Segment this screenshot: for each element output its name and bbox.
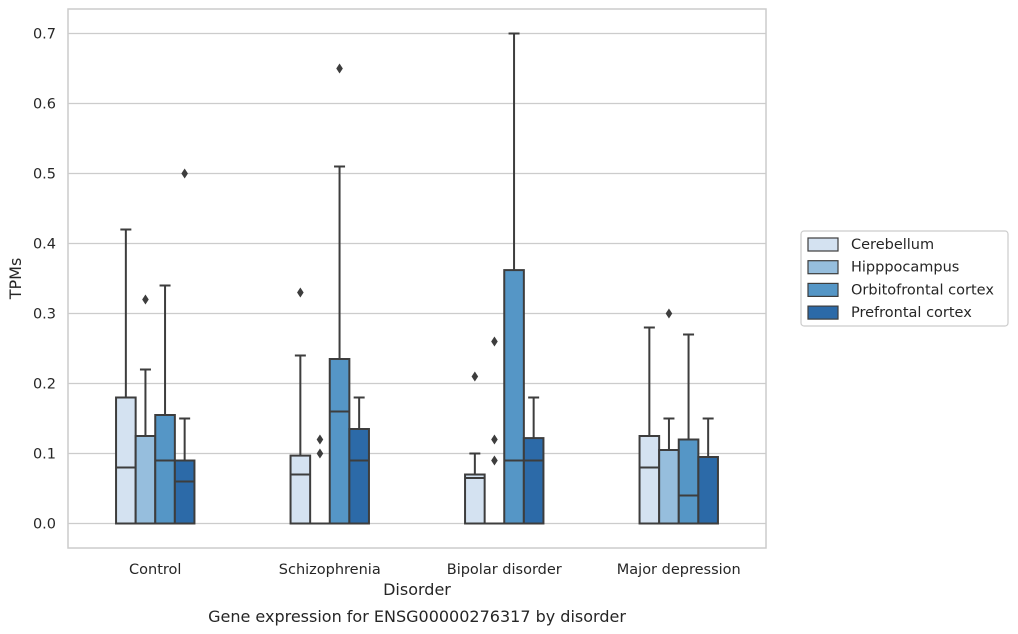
box-body [173,459,196,525]
chart-caption: Gene expression for ENSG00000276317 by d… [208,607,626,626]
y-axis-label: TPMs [6,258,25,301]
box-body [348,428,370,525]
box-body [289,454,312,525]
box-hipppocampus-bipolar-disorder [484,336,505,525]
y-tick-label: 0.0 [33,517,56,533]
outlier-point [316,448,324,459]
box-body [638,435,661,525]
legend-entry-label: Hipppocampus [851,260,959,276]
outlier-point [491,434,498,445]
legend-entry-label: Cerebellum [851,237,934,253]
box-orbitofrontal-cortex-control [154,284,176,525]
box-orbitofrontal-cortex-bipolar-disorder [503,32,525,525]
legend-swatch [807,282,839,297]
x-tick-label: Major depression [617,562,741,578]
y-tick-label: 0.2 [33,377,56,393]
box-cerebellum-control [115,228,137,525]
box-hipppocampus-schizophrenia [310,434,330,525]
box-prefrontal-cortex-bipolar-disorder [522,396,545,525]
y-tick-label: 0.5 [33,167,56,183]
y-axis-ticks: 0.0 0.1 0.2 0.3 0.4 0.5 0.6 0.7 [33,27,56,533]
outlier-point [181,168,188,179]
outlier-point [297,287,304,298]
box-body [522,437,545,525]
box-hipppocampus-major-depression [658,308,680,525]
outlier-point [491,455,498,466]
box-hipppocampus-control [134,294,157,525]
box-prefrontal-cortex-schizophrenia [348,396,370,525]
outlier-point [336,63,343,74]
legend-swatch [807,260,839,275]
box-cerebellum-bipolar-disorder [464,371,486,525]
legend-swatch [807,237,839,252]
outlier-point [491,336,498,347]
x-tick-label: Control [129,562,181,578]
box-orbitofrontal-cortex-major-depression [677,333,700,525]
box-body [328,358,351,525]
x-axis-label: Disorder [383,580,451,599]
outlier-point [471,371,479,382]
box-body [154,414,176,525]
legend: Cerebellum Hipppocampus Orbitofrontal cort… [800,230,1009,327]
box-body [697,456,719,525]
box-body [115,396,137,525]
legend-entry-label: Prefrontal cortex [851,305,972,321]
box-body [464,473,486,525]
y-tick-label: 0.3 [33,307,56,323]
outlier-point [142,294,149,305]
box-body [134,435,157,525]
x-tick-label: Bipolar disorder [447,562,562,578]
plot-frame [67,8,767,549]
y-tick-label: 0.4 [33,237,56,253]
x-tick-label: Schizophrenia [279,562,381,578]
box-body [658,449,680,525]
box-cerebellum-major-depression [638,326,661,525]
box-body [503,269,525,525]
y-tick-label: 0.6 [33,97,56,113]
legend-frame [800,230,1009,327]
box-cerebellum-schizophrenia [289,287,312,525]
box-orbitofrontal-cortex-schizophrenia [328,63,351,525]
boxes [115,32,719,525]
box-body [677,438,700,525]
box-prefrontal-cortex-control [173,168,196,525]
legend-entry-label: Orbitofrontal cortex [851,282,994,298]
outlier-point [316,434,324,445]
box-prefrontal-cortex-major-depression [697,417,719,525]
y-tick-label: 0.1 [33,447,56,463]
y-tick-label: 0.7 [33,27,56,43]
outlier-point [665,308,673,319]
legend-swatch [807,305,839,320]
x-axis-ticks: Control Schizophrenia Bipolar disorder Majo… [129,562,741,578]
